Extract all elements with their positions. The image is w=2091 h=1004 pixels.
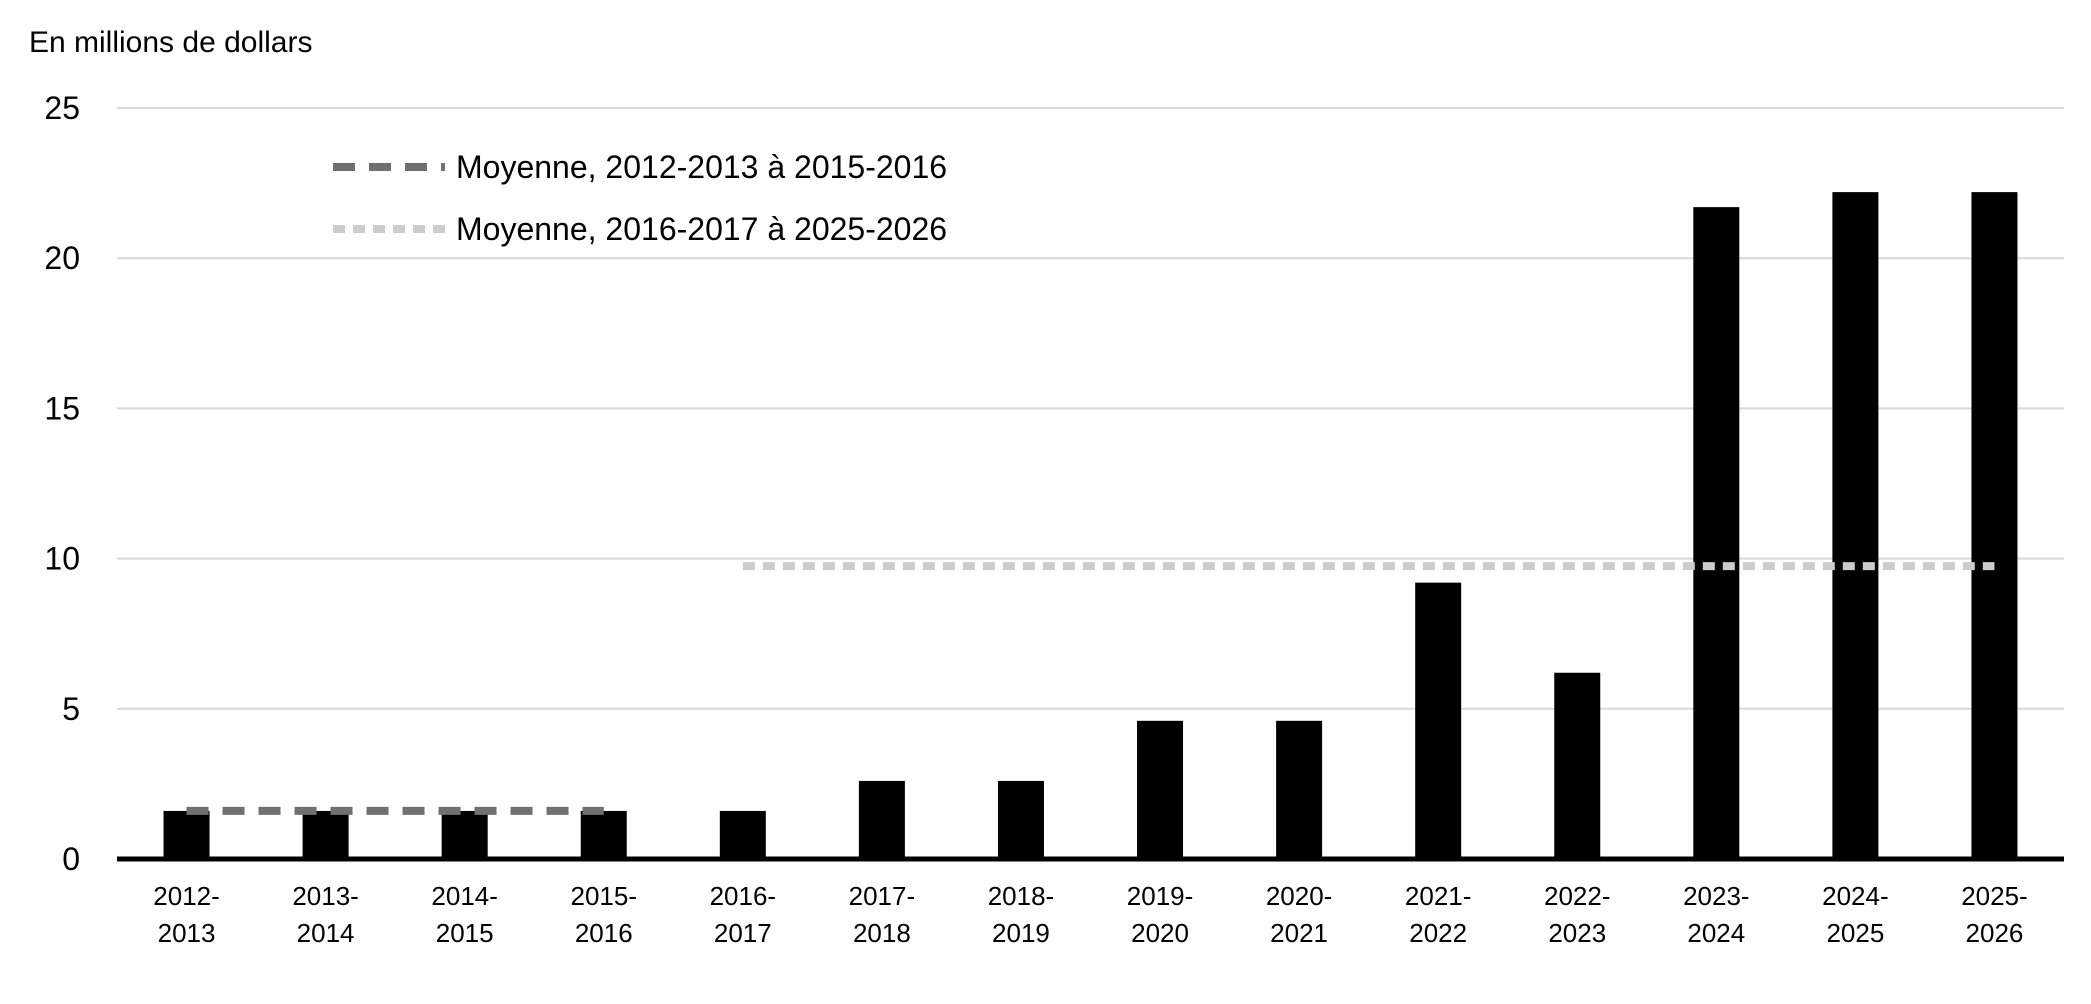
x-tick-label: 2016-2017 <box>710 881 777 948</box>
y-tick-label: 0 <box>62 841 80 877</box>
legend-label: Moyenne, 2012-2013 à 2015-2016 <box>456 149 947 185</box>
x-tick-label: 2013-2014 <box>292 881 359 948</box>
legend-label: Moyenne, 2016-2017 à 2025-2026 <box>456 211 947 247</box>
bar <box>1137 720 1184 859</box>
y-tick-label: 10 <box>44 541 80 577</box>
bar <box>441 810 488 859</box>
y-tick-label: 5 <box>62 691 80 727</box>
x-tick-label: 2014-2015 <box>431 881 498 948</box>
bar <box>1554 672 1601 859</box>
bar <box>163 810 210 859</box>
x-tick-label: 2023-2024 <box>1683 881 1750 948</box>
bar <box>858 780 905 859</box>
x-tick-label: 2017-2018 <box>849 881 916 948</box>
x-tick-label: 2015-2016 <box>571 881 638 948</box>
x-tick-label: 2021-2022 <box>1405 881 1472 948</box>
x-tick-label: 2024-2025 <box>1822 881 1889 948</box>
bar <box>997 780 1044 859</box>
x-tick-label: 2022-2023 <box>1544 881 1611 948</box>
bar <box>1971 192 2018 859</box>
bar <box>1693 207 1740 859</box>
x-tick-label: 2018-2019 <box>988 881 1055 948</box>
x-tick-label: 2020-2021 <box>1266 881 1333 948</box>
chart-title: En millions de dollars <box>29 26 312 59</box>
bar <box>719 810 766 859</box>
x-tick-label: 2019-2020 <box>1127 881 1194 948</box>
y-tick-label: 15 <box>44 390 80 426</box>
bar <box>1832 192 1879 859</box>
bar <box>1415 582 1462 859</box>
x-tick-label: 2025-2026 <box>1961 881 2028 948</box>
bar <box>1276 720 1323 859</box>
x-tick-label: 2012-2013 <box>153 881 220 948</box>
bar <box>302 810 349 859</box>
bar <box>580 810 627 859</box>
y-tick-label: 25 <box>44 90 80 126</box>
y-tick-label: 20 <box>44 240 80 276</box>
